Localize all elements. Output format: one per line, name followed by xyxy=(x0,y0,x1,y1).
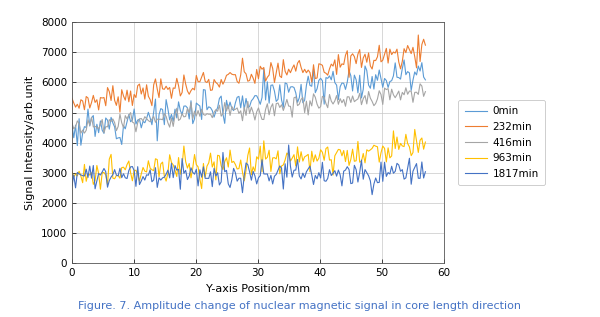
963min xyxy=(68,170,76,174)
416min xyxy=(422,90,429,94)
1817min xyxy=(368,193,376,197)
Line: 416min: 416min xyxy=(72,84,425,133)
Line: 0min: 0min xyxy=(72,60,425,146)
1817min xyxy=(285,143,292,147)
232min xyxy=(68,96,76,100)
416min xyxy=(85,118,92,122)
963min xyxy=(406,145,413,149)
Line: 1817min: 1817min xyxy=(72,145,425,195)
232min xyxy=(90,94,97,97)
0min xyxy=(422,78,429,82)
0min xyxy=(394,75,401,79)
416min xyxy=(416,82,424,86)
416min xyxy=(77,131,85,135)
232min xyxy=(83,95,90,99)
0min xyxy=(136,117,143,121)
963min xyxy=(422,140,429,144)
1817min xyxy=(134,165,142,169)
232min xyxy=(394,47,401,51)
Line: 963min: 963min xyxy=(72,129,425,189)
963min xyxy=(136,179,143,183)
963min xyxy=(90,182,97,186)
0min xyxy=(68,123,76,127)
Y-axis label: Signal Intensity/arb.unit: Signal Intensity/arb.unit xyxy=(25,75,35,210)
0min xyxy=(91,134,98,138)
416min xyxy=(164,121,172,125)
X-axis label: Y-axis Position/mm: Y-axis Position/mm xyxy=(206,283,310,294)
1817min xyxy=(163,172,170,176)
1817min xyxy=(68,184,76,188)
963min xyxy=(97,187,104,191)
0min xyxy=(400,58,407,62)
963min xyxy=(411,127,418,131)
232min xyxy=(116,110,124,114)
0min xyxy=(407,88,415,92)
Line: 232min: 232min xyxy=(72,35,425,112)
232min xyxy=(406,48,413,52)
232min xyxy=(136,82,143,86)
1817min xyxy=(407,182,415,186)
1817min xyxy=(422,170,429,174)
0min xyxy=(85,107,92,111)
232min xyxy=(415,33,422,37)
963min xyxy=(164,171,172,175)
963min xyxy=(394,135,401,139)
416min xyxy=(91,125,98,128)
1817min xyxy=(90,164,97,167)
416min xyxy=(406,89,413,93)
Legend: 0min, 232min, 416min, 963min, 1817min: 0min, 232min, 416min, 963min, 1817min xyxy=(458,100,545,185)
963min xyxy=(83,179,90,183)
416min xyxy=(68,121,76,125)
1817min xyxy=(83,167,90,171)
232min xyxy=(422,43,429,47)
0min xyxy=(164,107,172,111)
1817min xyxy=(395,163,403,167)
232min xyxy=(164,87,172,91)
Text: Figure. 7. Amplitude change of nuclear magnetic signal in core length direction: Figure. 7. Amplitude change of nuclear m… xyxy=(79,301,521,311)
0min xyxy=(74,144,81,147)
416min xyxy=(394,93,401,96)
416min xyxy=(136,117,143,121)
